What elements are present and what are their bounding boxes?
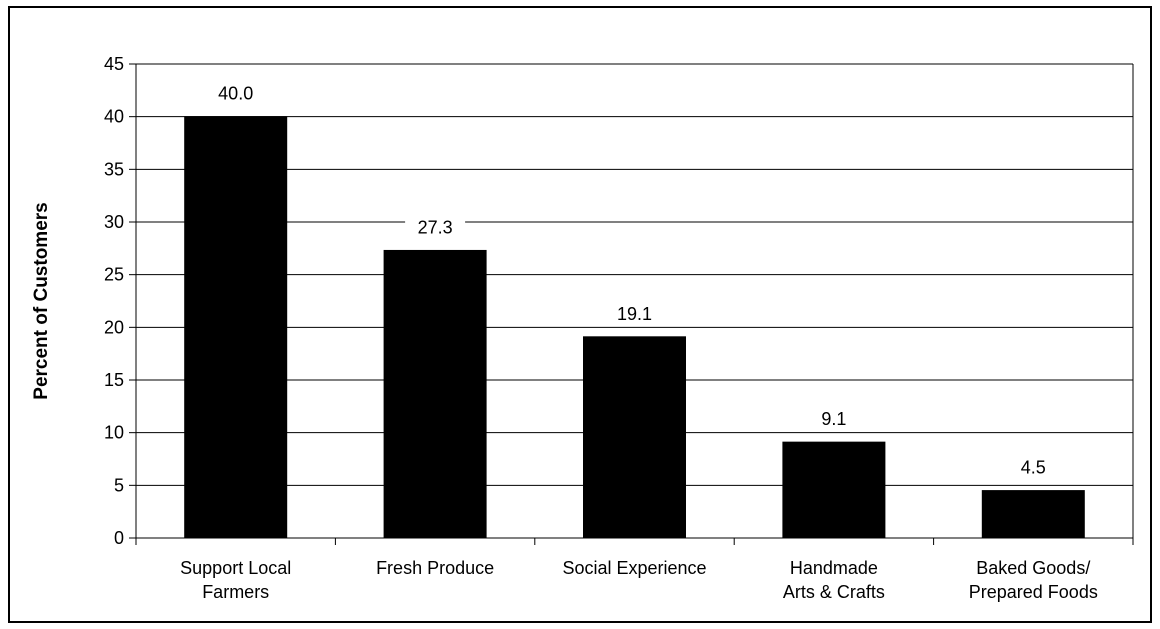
data-label: 27.3 — [418, 217, 453, 237]
data-label-bg — [803, 404, 864, 431]
data-label: 4.5 — [1021, 458, 1046, 478]
category-label: Baked Goods/ — [976, 558, 1090, 578]
category-label: Arts & Crafts — [783, 582, 885, 602]
y-tick-label: 35 — [104, 159, 124, 179]
bar — [782, 441, 886, 539]
bar — [383, 249, 487, 539]
category-label: Fresh Produce — [376, 558, 494, 578]
category-label: Social Experience — [562, 558, 706, 578]
data-label-bg — [405, 212, 466, 239]
y-tick-label: 45 — [104, 54, 124, 74]
bar — [583, 336, 686, 539]
data-label-bg — [604, 298, 665, 325]
y-tick-label: 30 — [104, 212, 124, 232]
data-label: 9.1 — [821, 409, 846, 429]
category-label: Prepared Foods — [969, 582, 1098, 602]
data-label: 19.1 — [617, 304, 652, 324]
y-tick-label: 0 — [114, 528, 124, 548]
category-label: Handmade — [790, 558, 878, 578]
category-label: Farmers — [202, 582, 269, 602]
y-tick-label: 10 — [104, 423, 124, 443]
data-label-bg — [1003, 452, 1064, 479]
y-tick-label: 20 — [104, 317, 124, 337]
data-label: 40.0 — [218, 84, 253, 104]
y-tick-label: 15 — [104, 370, 124, 390]
bar — [184, 116, 288, 539]
y-tick-label: 25 — [104, 265, 124, 285]
bar — [981, 490, 1085, 539]
y-axis-title: Percent of Customers — [31, 202, 52, 399]
category-label: Support Local — [180, 558, 291, 578]
y-tick-label: 5 — [114, 475, 124, 495]
y-tick-label: 40 — [104, 107, 124, 127]
data-label-bg — [205, 78, 266, 105]
